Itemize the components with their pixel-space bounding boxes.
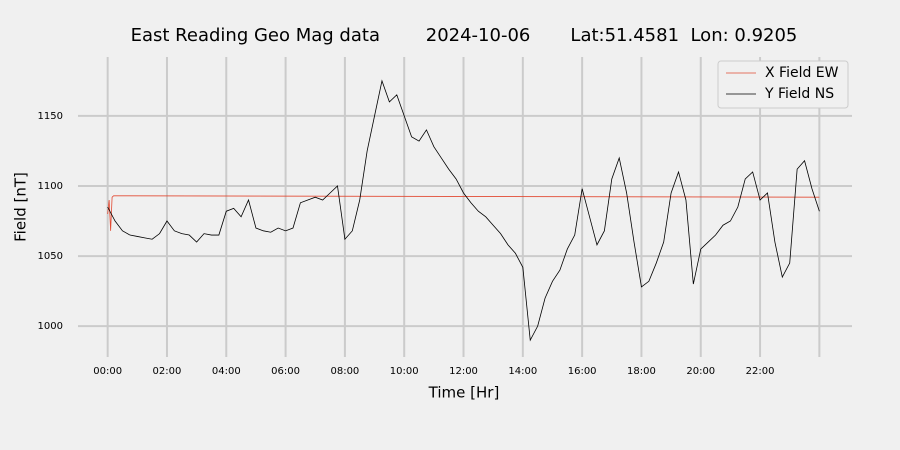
x-tick-label: 22:00 xyxy=(746,366,775,377)
legend-label: Y Field NS xyxy=(764,86,834,102)
x-tick-label: 16:00 xyxy=(568,366,597,377)
chart-title: East Reading Geo Mag data 2024-10-06 Lat… xyxy=(131,25,798,46)
x-tick-label: 10:00 xyxy=(390,366,419,377)
x-tick-label: 20:00 xyxy=(686,366,715,377)
x-tick-label: 18:00 xyxy=(627,366,656,377)
x-tick-label: 08:00 xyxy=(330,366,359,377)
y-tick-label: 1100 xyxy=(38,181,63,192)
x-tick-label: 02:00 xyxy=(153,366,182,377)
legend-label: X Field EW xyxy=(765,65,839,81)
data-line xyxy=(107,79,820,342)
x-axis-label: Time [Hr] xyxy=(428,384,500,402)
x-tick-label: 14:00 xyxy=(508,366,537,377)
x-tick-label: 12:00 xyxy=(449,366,478,377)
x-tick-label: 04:00 xyxy=(212,366,241,377)
y-tick-label: 1050 xyxy=(38,251,63,262)
data-line xyxy=(107,195,820,231)
x-tick-label: 00:00 xyxy=(93,366,122,377)
y-tick-label: 1150 xyxy=(38,111,63,122)
y-axis-label: Field [nT] xyxy=(12,172,30,242)
y-tick-label: 1000 xyxy=(38,321,63,332)
legend: X Field EW Y Field NS xyxy=(717,60,849,109)
x-tick-label: 06:00 xyxy=(271,366,300,377)
